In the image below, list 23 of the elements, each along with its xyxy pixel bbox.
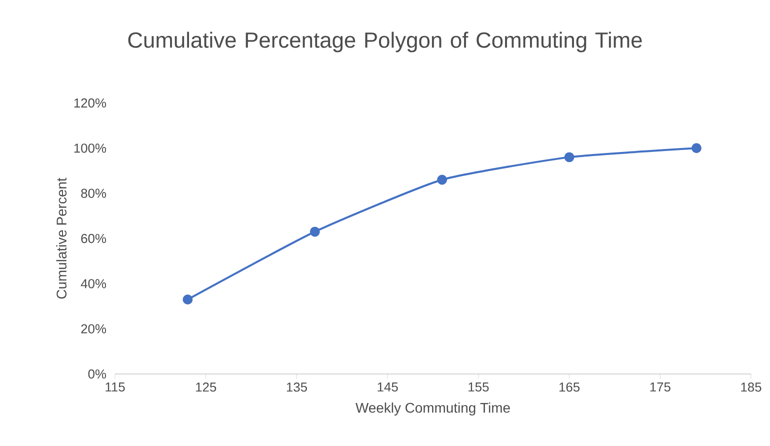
point	[564, 152, 574, 162]
x-tick-label: 155	[468, 382, 489, 392]
point	[437, 174, 448, 185]
y-tick-label: 40%	[80, 279, 106, 288]
x-tick-label: 135	[286, 382, 307, 392]
x-tick-label: 185	[741, 382, 762, 392]
y-tick-label: 60%	[81, 234, 106, 244]
y-axis-title: Cumulative Percent	[56, 178, 67, 299]
x-tick-label: 175	[650, 382, 670, 392]
point	[310, 226, 320, 237]
y-tick-label: 80%	[81, 188, 106, 198]
y-tick-label: 120%	[74, 98, 106, 108]
x-tick-label: 165	[559, 382, 580, 392]
x-tick-label: 145	[378, 382, 398, 392]
chart-title: Cumulative Percentage Polygon of Commuting Time	[128, 32, 642, 52]
x-axis-title: Weekly Commuting Time	[356, 402, 510, 416]
y-tick-label: 0%	[88, 369, 106, 379]
x-tick-label: 115	[106, 382, 125, 392]
y-tick-label: 20%	[81, 324, 106, 334]
y-tick-label: 100%	[74, 144, 106, 153]
point	[182, 294, 193, 304]
point	[692, 143, 702, 154]
x-tick-label: 125	[196, 382, 216, 392]
